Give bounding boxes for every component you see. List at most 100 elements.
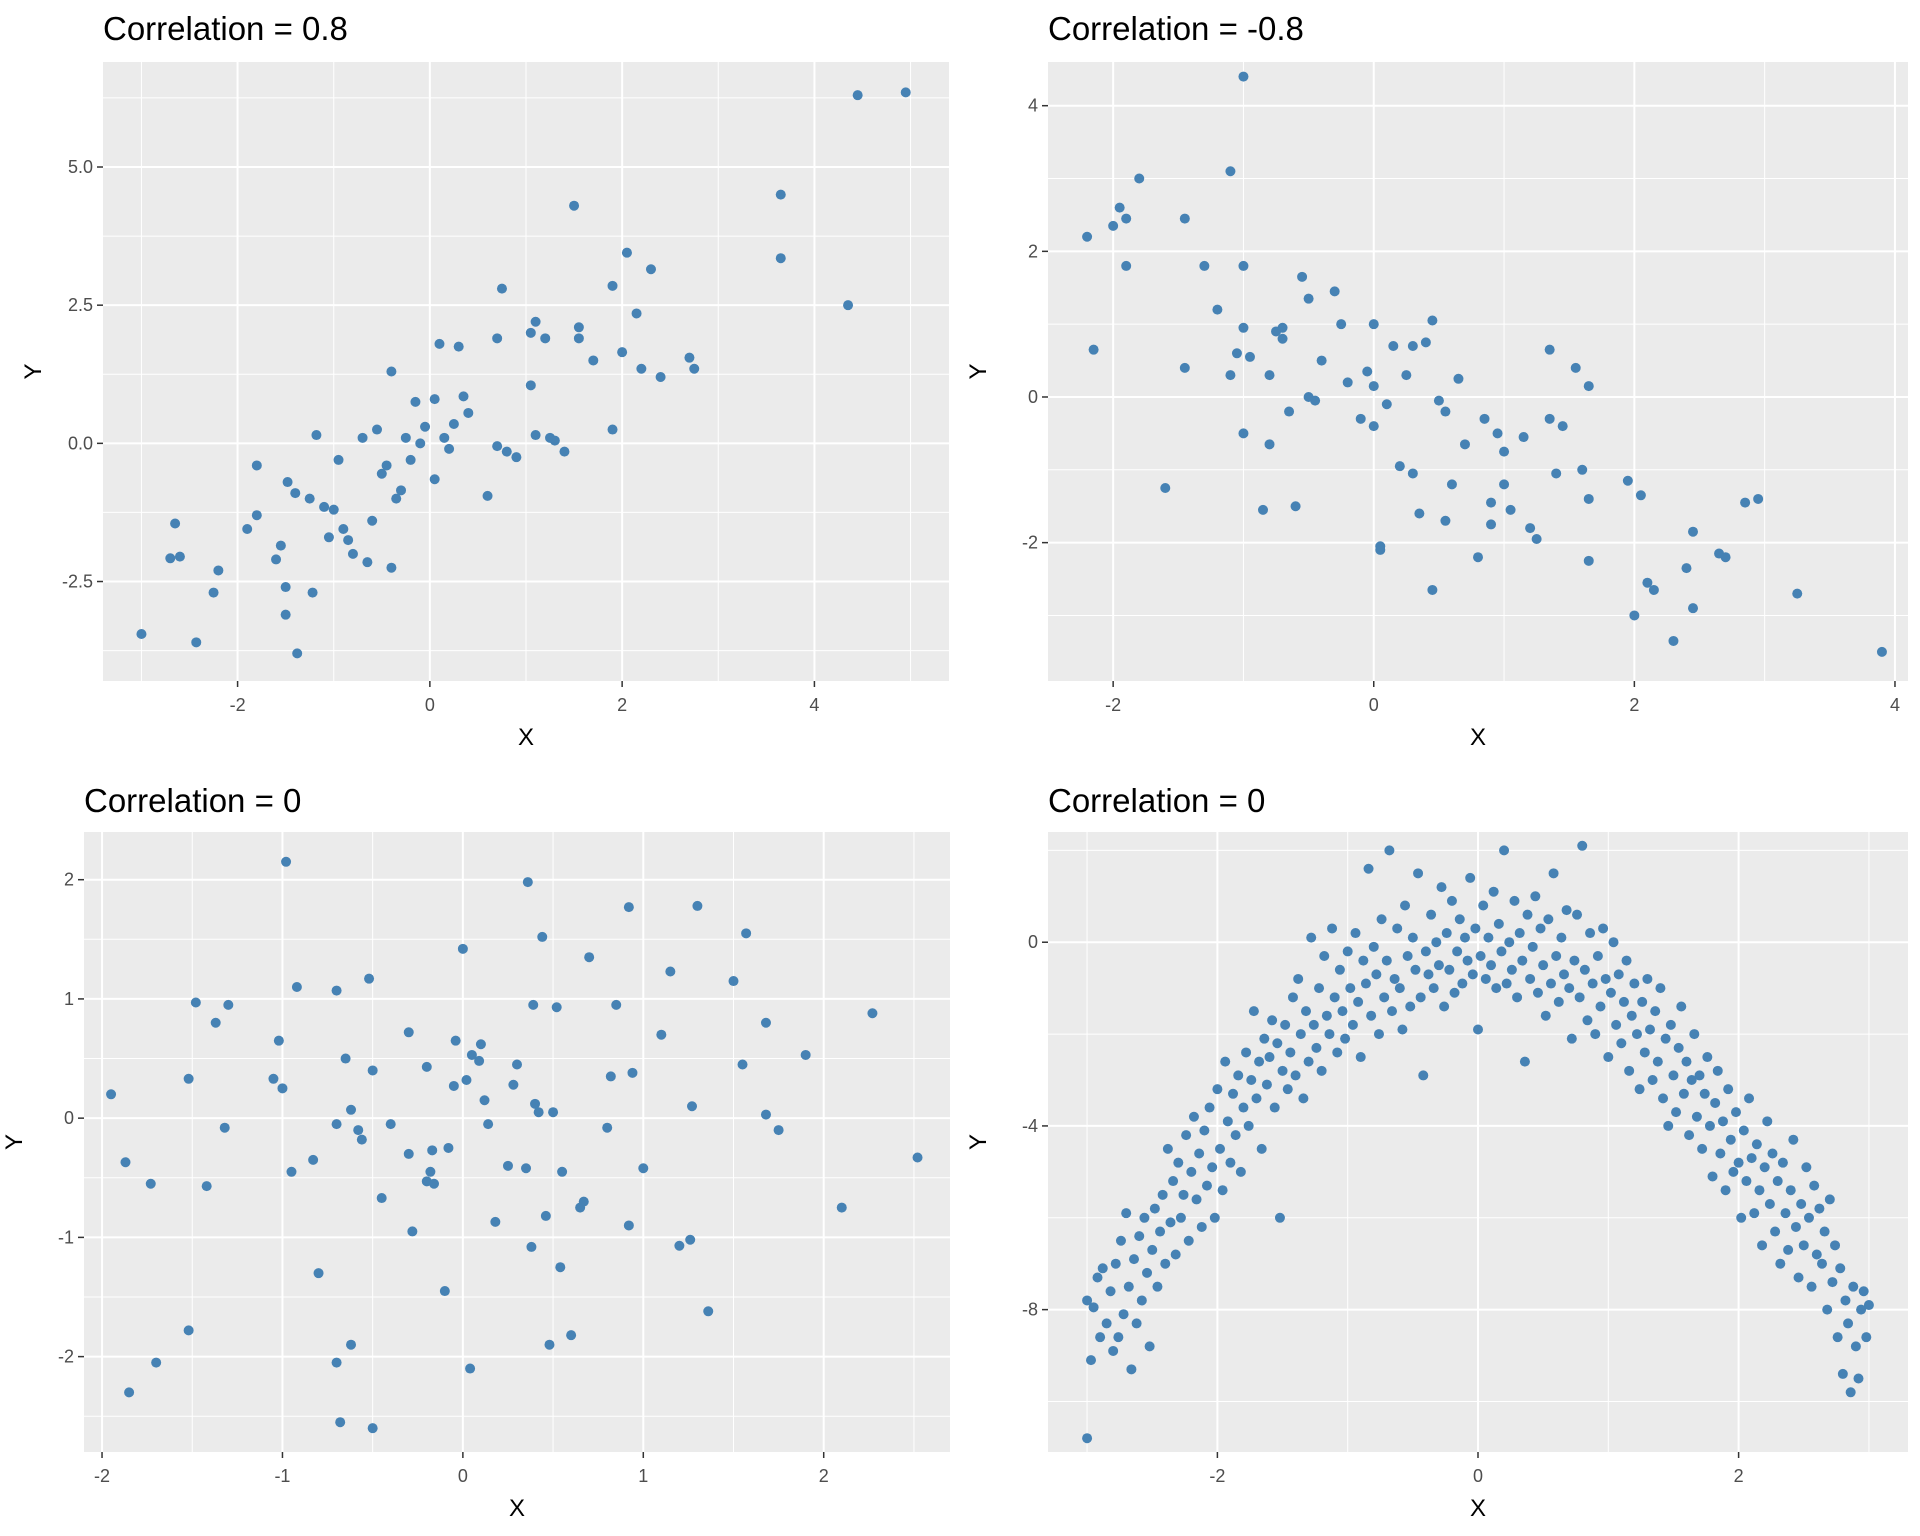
- data-point: [1129, 1254, 1139, 1265]
- data-point: [867, 1008, 878, 1019]
- x-tick-label: 2: [1629, 695, 1639, 715]
- data-point: [1334, 964, 1345, 975]
- data-point: [1413, 868, 1424, 879]
- data-point: [429, 1178, 440, 1189]
- data-point: [376, 468, 387, 479]
- data-point: [405, 454, 416, 465]
- data-point: [1634, 1084, 1645, 1095]
- data-point: [692, 900, 703, 911]
- data-point: [1355, 413, 1366, 424]
- data-point: [1527, 941, 1538, 952]
- data-point: [1238, 1102, 1249, 1113]
- data-point: [1381, 399, 1392, 410]
- data-point: [1814, 1203, 1825, 1214]
- data-point: [1744, 1093, 1755, 1104]
- data-point: [1297, 271, 1308, 282]
- data-point: [439, 432, 450, 443]
- data-point: [208, 587, 219, 598]
- y-tick-label: 0: [64, 1108, 74, 1128]
- data-point: [578, 1196, 589, 1207]
- data-point: [1827, 1277, 1838, 1288]
- data-point: [1650, 1006, 1661, 1017]
- data-point: [281, 856, 292, 867]
- data-point: [492, 333, 503, 344]
- data-point: [1647, 1075, 1658, 1085]
- data-point: [1332, 1047, 1343, 1058]
- data-point: [1321, 1010, 1332, 1021]
- data-point: [1809, 1180, 1820, 1191]
- data-point: [1663, 1120, 1674, 1131]
- data-point: [1175, 1212, 1186, 1223]
- data-point: [1462, 955, 1473, 966]
- data-point: [1162, 1143, 1173, 1154]
- data-point: [1280, 1019, 1291, 1030]
- data-point: [1626, 1010, 1637, 1021]
- data-point: [275, 540, 286, 551]
- data-point: [526, 1241, 537, 1252]
- panel-title: Correlation = 0: [1048, 782, 1266, 819]
- data-point: [1648, 584, 1659, 595]
- data-point: [1697, 1143, 1708, 1154]
- data-point: [1486, 519, 1497, 530]
- data-point: [1574, 992, 1585, 1003]
- data-point: [1832, 1332, 1843, 1343]
- y-axis-label: Y: [965, 363, 992, 379]
- data-point: [280, 609, 291, 620]
- data-point: [1446, 479, 1457, 490]
- data-point: [458, 391, 469, 402]
- data-point: [623, 902, 634, 913]
- data-point: [1454, 914, 1465, 925]
- data-point: [1082, 231, 1093, 242]
- data-point: [1212, 1084, 1223, 1095]
- data-point: [323, 532, 334, 543]
- x-tick-label: 2: [617, 695, 627, 715]
- data-point: [1637, 996, 1648, 1007]
- data-point: [528, 999, 539, 1010]
- data-point: [665, 966, 676, 977]
- data-point: [1725, 1134, 1736, 1145]
- data-point: [331, 985, 342, 996]
- y-tick-label: -2.5: [62, 572, 93, 592]
- data-point: [617, 347, 628, 358]
- data-point: [1850, 1341, 1861, 1352]
- data-point: [1407, 341, 1418, 352]
- data-point: [1486, 497, 1497, 508]
- data-point: [347, 548, 358, 559]
- data-point: [1336, 319, 1347, 330]
- data-point: [741, 928, 752, 939]
- data-point: [466, 1049, 477, 1060]
- data-point: [1428, 983, 1439, 994]
- data-point: [1134, 1231, 1145, 1242]
- data-point: [1440, 406, 1451, 417]
- data-point: [1658, 1093, 1669, 1104]
- data-point: [1196, 1221, 1207, 1232]
- x-tick-label: 2: [1734, 1466, 1744, 1486]
- data-point: [386, 562, 397, 573]
- data-point: [1446, 895, 1457, 906]
- data-point: [1728, 1166, 1739, 1177]
- data-point: [1459, 439, 1470, 450]
- data-point: [631, 308, 642, 319]
- data-point: [425, 1166, 436, 1177]
- data-point: [1751, 1139, 1762, 1150]
- data-point: [1479, 413, 1490, 424]
- data-point: [1642, 973, 1653, 984]
- data-point: [1478, 900, 1489, 911]
- data-point: [1540, 1010, 1551, 1021]
- data-point: [760, 1017, 771, 1028]
- data-point: [1350, 928, 1361, 939]
- data-point: [623, 1220, 634, 1231]
- data-point: [1681, 1056, 1692, 1067]
- data-point: [1238, 260, 1249, 271]
- data-point: [1121, 213, 1132, 224]
- data-point: [1793, 1272, 1804, 1283]
- data-point: [1668, 635, 1679, 646]
- data-point: [1327, 923, 1338, 934]
- data-point: [1290, 501, 1301, 512]
- data-point: [1319, 951, 1330, 961]
- x-tick-label: 1: [638, 1466, 648, 1486]
- data-point: [282, 477, 293, 488]
- data-point: [1611, 1019, 1622, 1030]
- data-point: [1238, 71, 1249, 82]
